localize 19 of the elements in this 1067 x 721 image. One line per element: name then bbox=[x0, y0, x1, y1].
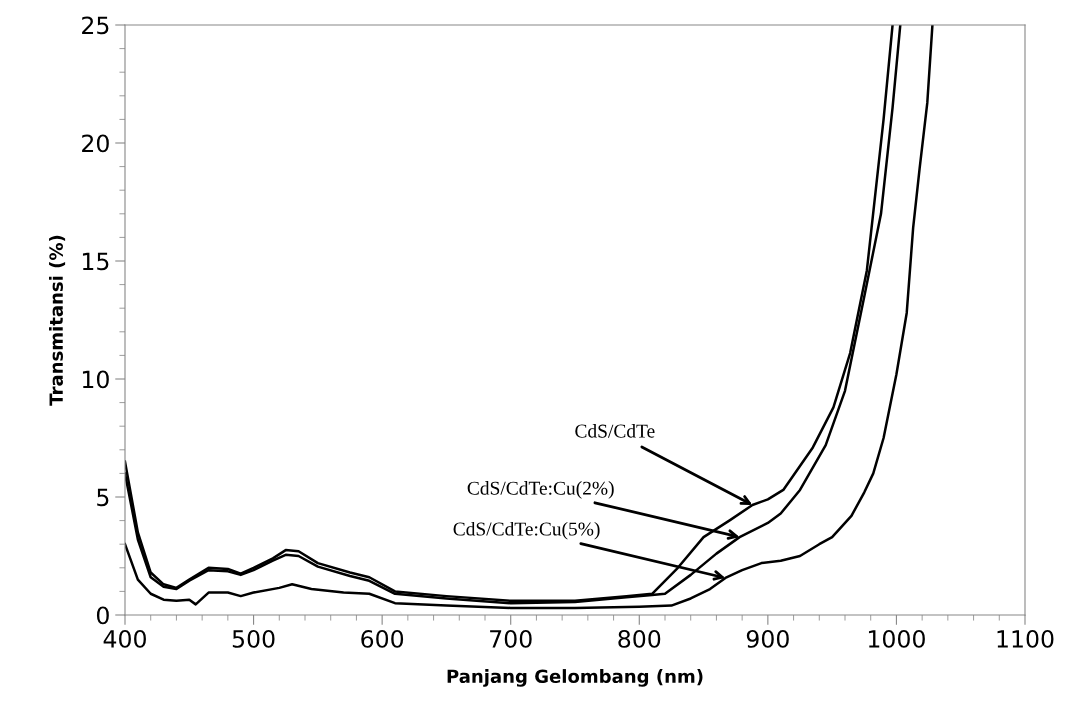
x-tick-label: 800 bbox=[618, 630, 661, 648]
x-tick-label: 600 bbox=[361, 630, 404, 648]
x-tick-label: 700 bbox=[490, 630, 532, 648]
annotation: CdS/CdTe:Cu(5%) bbox=[453, 521, 600, 540]
annotation: CdS/CdTe:Cu(2%) bbox=[467, 481, 614, 499]
y-axis-title: Transmitansi (%) bbox=[49, 235, 66, 406]
x-tick-label: 1000 bbox=[868, 630, 925, 648]
x-axis-title: Panjang Gelombang (nm) bbox=[447, 669, 703, 687]
y-tick-label: 15 bbox=[82, 252, 109, 271]
annotation: CdS/CdTe bbox=[575, 423, 655, 438]
x-tick-label: 1100 bbox=[997, 630, 1054, 648]
y-tick-label: 0 bbox=[96, 606, 109, 625]
y-tick-label: 25 bbox=[82, 16, 109, 35]
y-tick-label: 10 bbox=[82, 370, 109, 389]
x-tick-label: 500 bbox=[232, 630, 275, 648]
x-tick-label: 400 bbox=[103, 630, 146, 648]
x-tick-label: 900 bbox=[746, 630, 789, 648]
y-tick-label: 5 bbox=[97, 488, 109, 507]
y-tick-label: 20 bbox=[82, 134, 109, 153]
